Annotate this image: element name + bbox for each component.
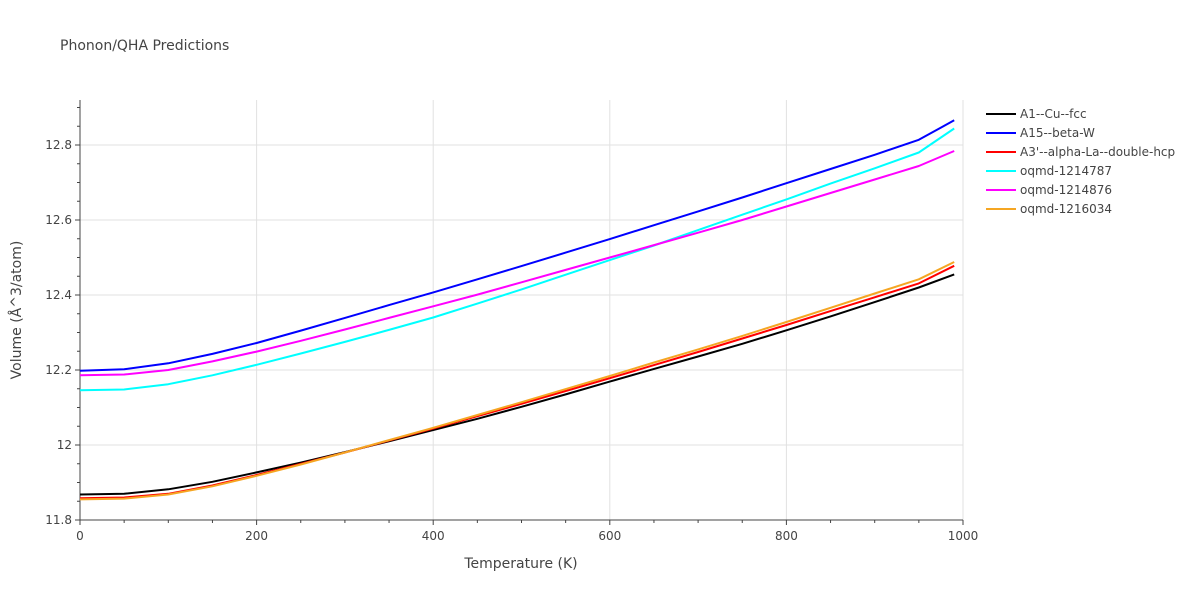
x-tick-label: 400 bbox=[422, 529, 445, 543]
plot-area bbox=[79, 119, 955, 501]
legend-label: oqmd-1214876 bbox=[1020, 183, 1112, 197]
legend: A1--Cu--fcc A15--beta-W A3'--alpha-La--dou… bbox=[986, 107, 1175, 216]
y-tick-label: 12 bbox=[57, 438, 72, 452]
tick-labels: 0 200 400 600 800 1000 11.8 12 12.2 12.4 12.6 12.8 bbox=[45, 138, 978, 543]
legend-label: A1--Cu--fcc bbox=[1020, 107, 1087, 121]
chart-title: Phonon/QHA Predictions bbox=[60, 38, 229, 54]
x-axis-title: Temperature (K) bbox=[463, 556, 577, 572]
series-line-A3'--alpha-La--double-hcp bbox=[79, 264, 955, 500]
x-tick-label: 600 bbox=[598, 529, 621, 543]
x-tick-label: 800 bbox=[775, 529, 798, 543]
series-line-oqmd-1214787 bbox=[79, 127, 955, 392]
legend-label: A3'--alpha-La--double-hcp bbox=[1020, 145, 1175, 159]
legend-label: oqmd-1216034 bbox=[1020, 202, 1112, 216]
x-tick-label: 0 bbox=[76, 529, 84, 543]
axes bbox=[75, 100, 964, 525]
y-tick-label: 12.8 bbox=[45, 138, 72, 152]
series-line-A1--Cu--fcc bbox=[79, 273, 955, 496]
series-line-oqmd-1216034 bbox=[79, 261, 955, 501]
grid-lines bbox=[80, 100, 964, 520]
y-tick-label: 12.2 bbox=[45, 363, 72, 377]
y-axis-title: Volume (Å^3/atom) bbox=[8, 241, 25, 380]
x-tick-label: 1000 bbox=[948, 529, 979, 543]
legend-label: oqmd-1214787 bbox=[1020, 164, 1112, 178]
y-tick-label: 12.6 bbox=[45, 213, 72, 227]
y-tick-label: 12.4 bbox=[45, 288, 72, 302]
x-tick-label: 200 bbox=[245, 529, 268, 543]
y-tick-label: 11.8 bbox=[45, 513, 72, 527]
legend-label: A15--beta-W bbox=[1020, 126, 1095, 140]
series-line-oqmd-1214876 bbox=[79, 150, 955, 377]
series-line-A15--beta-W bbox=[79, 119, 955, 372]
